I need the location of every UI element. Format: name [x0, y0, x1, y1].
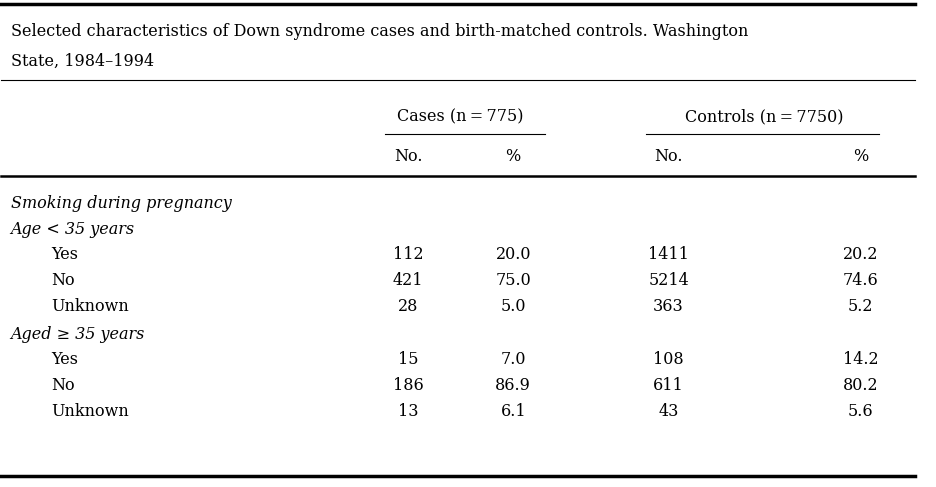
Text: No: No [51, 377, 75, 394]
Text: 186: 186 [393, 377, 423, 394]
Text: 611: 611 [653, 377, 684, 394]
Text: 108: 108 [653, 352, 684, 369]
Text: No.: No. [654, 148, 683, 165]
Text: 5.0: 5.0 [501, 298, 526, 315]
Text: Unknown: Unknown [51, 298, 129, 315]
Text: 13: 13 [398, 403, 418, 420]
Text: Controls (n = 7750): Controls (n = 7750) [685, 108, 844, 125]
Text: 14.2: 14.2 [842, 352, 878, 369]
Text: Yes: Yes [51, 246, 79, 263]
Text: 43: 43 [658, 403, 679, 420]
Text: 421: 421 [393, 272, 423, 289]
Text: 74.6: 74.6 [842, 272, 878, 289]
Text: 28: 28 [398, 298, 418, 315]
Text: 75.0: 75.0 [495, 272, 531, 289]
Text: %: % [853, 148, 869, 165]
Text: 5.6: 5.6 [848, 403, 873, 420]
Text: 80.2: 80.2 [842, 377, 878, 394]
Text: No: No [51, 272, 75, 289]
Text: 1411: 1411 [648, 246, 689, 263]
Text: Aged ≥ 35 years: Aged ≥ 35 years [10, 326, 145, 343]
Text: 7.0: 7.0 [501, 352, 526, 369]
Text: 5214: 5214 [649, 272, 689, 289]
Text: 86.9: 86.9 [495, 377, 531, 394]
Text: Unknown: Unknown [51, 403, 129, 420]
Text: 363: 363 [653, 298, 684, 315]
Text: 20.2: 20.2 [842, 246, 878, 263]
Text: Smoking during pregnancy: Smoking during pregnancy [10, 195, 231, 212]
Text: 6.1: 6.1 [501, 403, 526, 420]
Text: Age < 35 years: Age < 35 years [10, 221, 135, 238]
Text: State, 1984–1994: State, 1984–1994 [10, 53, 154, 70]
Text: Selected characteristics of Down syndrome cases and birth-matched controls. Wash: Selected characteristics of Down syndrom… [10, 23, 748, 40]
Text: Yes: Yes [51, 352, 79, 369]
Text: Cases (n = 775): Cases (n = 775) [398, 108, 524, 125]
Text: 112: 112 [393, 246, 423, 263]
Text: %: % [505, 148, 520, 165]
Text: 20.0: 20.0 [495, 246, 531, 263]
Text: No.: No. [394, 148, 422, 165]
Text: 15: 15 [398, 352, 418, 369]
Text: 5.2: 5.2 [848, 298, 873, 315]
